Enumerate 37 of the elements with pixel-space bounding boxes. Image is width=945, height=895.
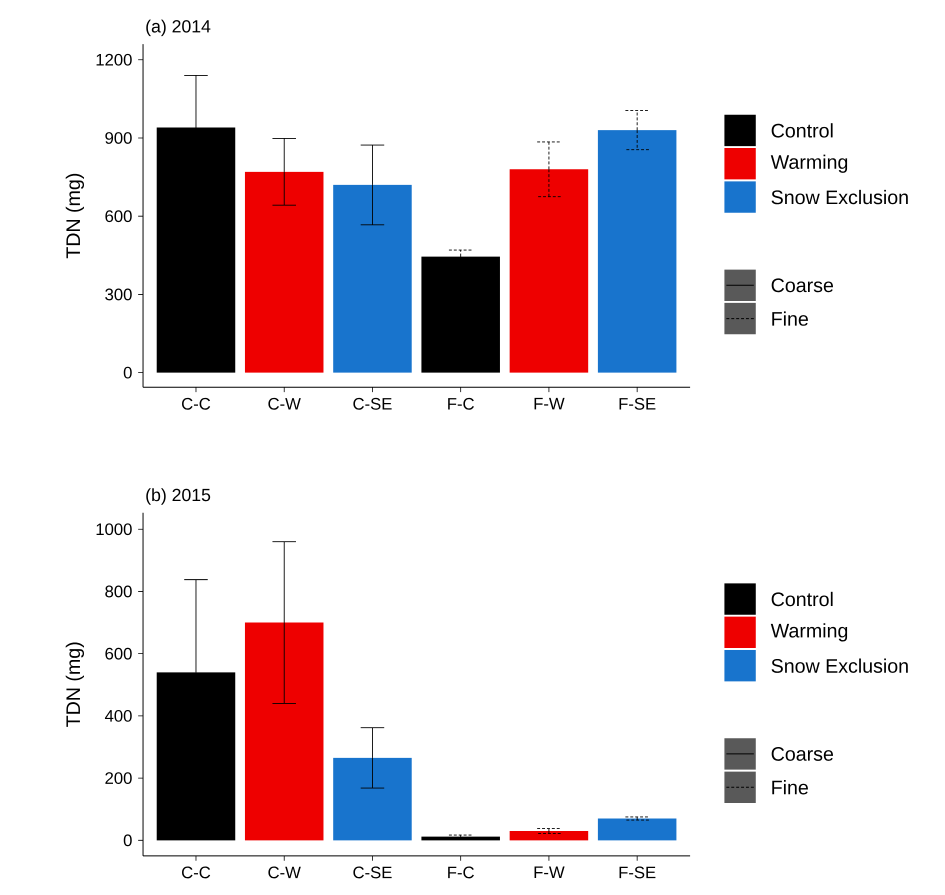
chart-title: (b) 2015 [146, 488, 210, 505]
y-tick-label: 600 [105, 210, 132, 222]
y-tick-label: 0 [124, 366, 132, 379]
x-tick-label: C-C [182, 866, 210, 878]
x-tick-label: F-SE [620, 398, 656, 410]
x-tick-label: C-W [268, 398, 301, 410]
y-tick-label: 200 [105, 772, 132, 784]
text: Warming [770, 623, 848, 642]
text: Control [772, 592, 833, 606]
y-axis-title: TDN (mg) [66, 174, 84, 258]
x-tick-label: F-W [534, 398, 565, 410]
x-tick-label: C-SE [353, 398, 392, 410]
legend-label: Coarse [772, 746, 834, 761]
x-tick-label: F-C [448, 398, 474, 410]
x-tick-label: C-C [182, 398, 210, 410]
y-tick-label: 1200 [96, 54, 132, 66]
y-tick-label: 1000 [96, 523, 132, 536]
chart-title: (a) 2014 [146, 20, 210, 36]
x-tick-label: F-SE [620, 866, 656, 878]
text: Control [772, 123, 833, 138]
legend-label: Coarse [772, 278, 834, 292]
y-tick-label: 400 [104, 710, 132, 722]
x-tick-label: F-W [534, 866, 565, 878]
text: Snow Exclusion [772, 658, 908, 673]
text: Snow Exclusion [772, 190, 908, 204]
y-tick-label: 600 [105, 648, 132, 660]
y-axis-title: TDN (mg) [66, 642, 84, 727]
text: Warming [770, 154, 848, 173]
x-tick-label: F-C [448, 866, 474, 878]
y-tick-label: 0 [124, 834, 132, 846]
x-tick-label: C-SE [353, 866, 392, 878]
legend-label: Fine [772, 311, 808, 326]
y-tick-label: 900 [105, 132, 132, 144]
legend-label: Fine [772, 780, 808, 794]
x-tick-label: C-W [268, 866, 301, 878]
y-tick-label: 300 [105, 288, 132, 300]
y-tick-label: 800 [105, 585, 132, 598]
